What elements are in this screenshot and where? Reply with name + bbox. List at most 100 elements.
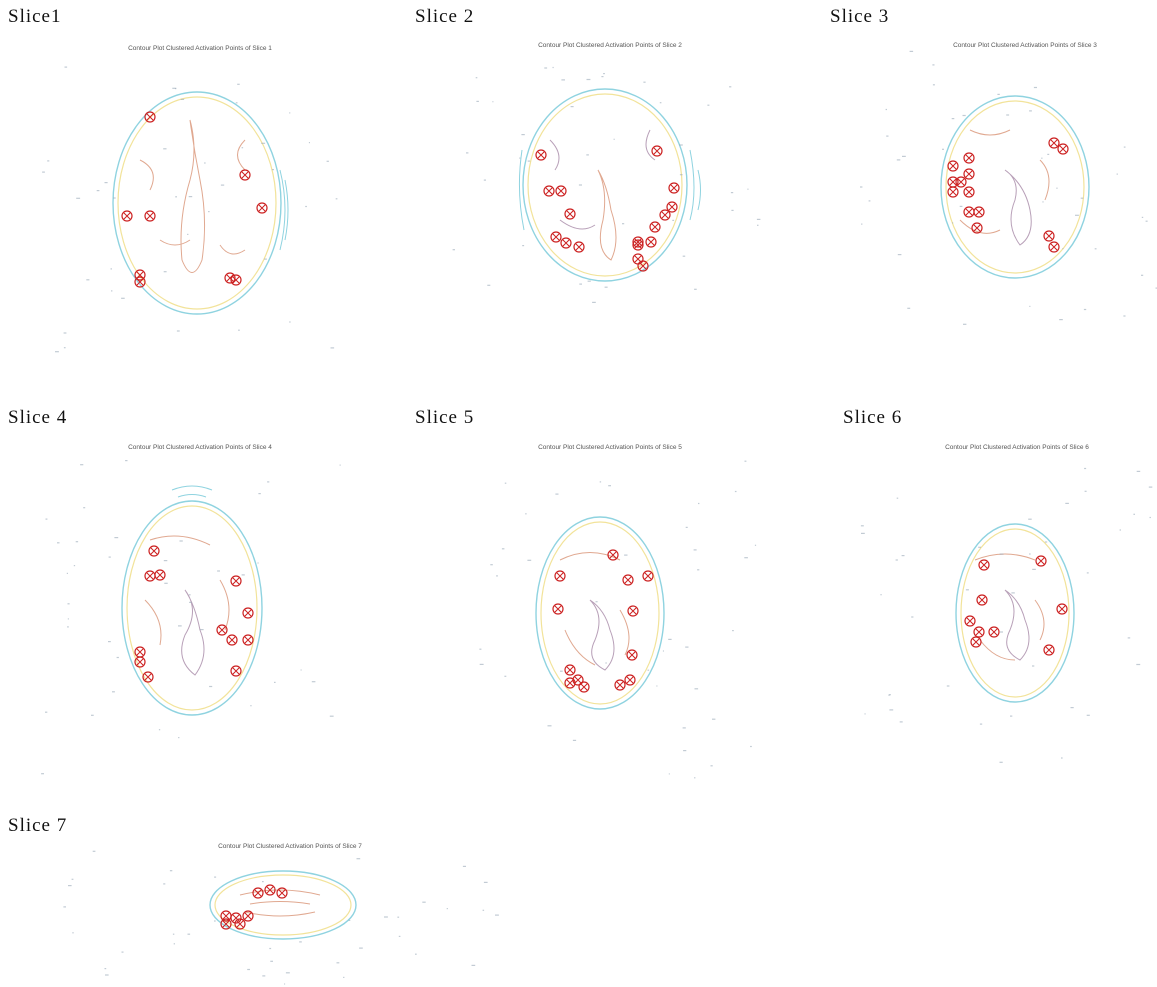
activation-point (121, 210, 133, 222)
speckle (250, 705, 252, 707)
activation-point (264, 884, 276, 896)
speckle (492, 101, 494, 103)
plot-title-3: Contour Plot Clustered Activation Points… (953, 42, 1097, 49)
contour-panel-3: Contour Plot Clustered Activation Points… (940, 42, 1097, 279)
speckle (744, 557, 748, 559)
speckle (83, 507, 86, 509)
activation-point (964, 615, 976, 627)
speckle (1029, 553, 1031, 555)
speckle (45, 518, 48, 520)
speckle (682, 255, 686, 257)
speckle (744, 460, 747, 462)
speckle (329, 715, 334, 717)
speckle (188, 196, 193, 198)
speckle (525, 513, 527, 515)
speckle (269, 947, 272, 950)
mid-contour (214, 874, 352, 936)
speckle (71, 878, 74, 880)
plot-title-5: Contour Plot Clustered Activation Points… (538, 444, 682, 451)
activation-point (976, 594, 988, 606)
speckle (284, 983, 286, 985)
speckle (561, 79, 565, 81)
speckle (1056, 187, 1058, 189)
speckle (860, 525, 864, 527)
speckle (710, 765, 713, 767)
slice-label-6: Slice 6 (843, 407, 903, 428)
speckle (560, 670, 563, 672)
speckle (734, 490, 737, 493)
activation-point (1057, 143, 1069, 155)
speckle (572, 739, 577, 741)
slice-label-5: Slice 5 (415, 407, 475, 428)
activation-point (573, 241, 585, 253)
activation-point (154, 569, 166, 581)
speckle (1136, 470, 1141, 472)
activation-point (242, 910, 254, 922)
plot-title-7: Contour Plot Clustered Activation Points… (218, 843, 362, 850)
speckle (67, 626, 69, 628)
speckle (1044, 541, 1048, 543)
speckle (902, 155, 906, 157)
speckle (163, 271, 167, 273)
speckle (270, 960, 273, 962)
speckle (1155, 287, 1157, 289)
activation-point (543, 185, 555, 197)
speckle (1029, 110, 1032, 112)
speckle (289, 112, 291, 114)
deep-contour (549, 129, 656, 230)
speckle (603, 73, 605, 75)
activation-point (963, 152, 975, 164)
activation-point (622, 574, 634, 586)
activation-point (978, 559, 990, 571)
speckle (683, 750, 687, 752)
contour-panel-7: Contour Plot Clustered Activation Points… (209, 843, 362, 940)
slice-label-3: Slice 3 (830, 6, 890, 27)
speckle (125, 460, 128, 462)
mid-contour (126, 505, 258, 711)
activation-point (564, 677, 576, 689)
speckle (57, 542, 60, 544)
inner-contour (139, 139, 246, 255)
speckle (163, 883, 166, 885)
speckle (422, 901, 426, 903)
speckle (552, 66, 554, 69)
speckle (305, 205, 307, 208)
speckle (1075, 214, 1079, 216)
speckle (897, 254, 902, 256)
speckle (679, 144, 683, 146)
speckle (604, 286, 608, 288)
speckle (896, 497, 899, 499)
activation-point (1043, 230, 1055, 242)
speckle (1086, 714, 1090, 716)
speckle (66, 572, 68, 574)
speckle (707, 104, 710, 106)
speckle (698, 502, 700, 505)
activation-point (552, 603, 564, 615)
speckle (756, 218, 761, 220)
speckle (643, 81, 646, 83)
speckle (861, 532, 865, 534)
speckle (1083, 308, 1087, 311)
speckle (76, 197, 81, 199)
speckle (599, 481, 602, 483)
speckle (487, 284, 491, 286)
speckle (868, 200, 871, 202)
speckle (885, 108, 887, 111)
speckle (608, 485, 611, 487)
plot-title-6: Contour Plot Clustered Activation Points… (945, 444, 1089, 451)
mid-contour (117, 96, 277, 310)
speckle (754, 544, 757, 546)
speckle (1029, 305, 1031, 307)
speckle (238, 329, 240, 331)
speckle (999, 761, 1003, 763)
speckle (662, 650, 664, 652)
speckle (1084, 467, 1087, 470)
speckle (67, 603, 70, 605)
speckle (1123, 315, 1126, 317)
activation-point (230, 665, 242, 677)
activation-point (560, 237, 572, 249)
mid-contour (527, 93, 683, 277)
speckle (479, 648, 482, 650)
speckle (504, 675, 507, 677)
speckle (889, 709, 894, 711)
